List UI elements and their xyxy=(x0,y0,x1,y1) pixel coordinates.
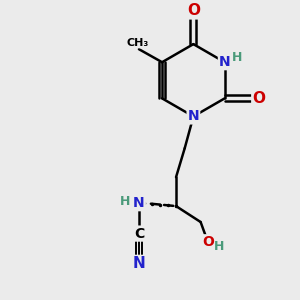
Text: O: O xyxy=(202,235,214,249)
Text: CH₃: CH₃ xyxy=(126,38,148,48)
Text: O: O xyxy=(252,91,265,106)
Text: N: N xyxy=(219,55,230,69)
Text: C: C xyxy=(134,226,144,241)
Text: H: H xyxy=(214,239,225,253)
Text: N: N xyxy=(133,256,146,272)
Text: H: H xyxy=(120,195,130,208)
Text: H: H xyxy=(232,51,242,64)
Text: N: N xyxy=(188,110,199,123)
Text: O: O xyxy=(187,3,200,18)
Text: N: N xyxy=(133,196,145,210)
